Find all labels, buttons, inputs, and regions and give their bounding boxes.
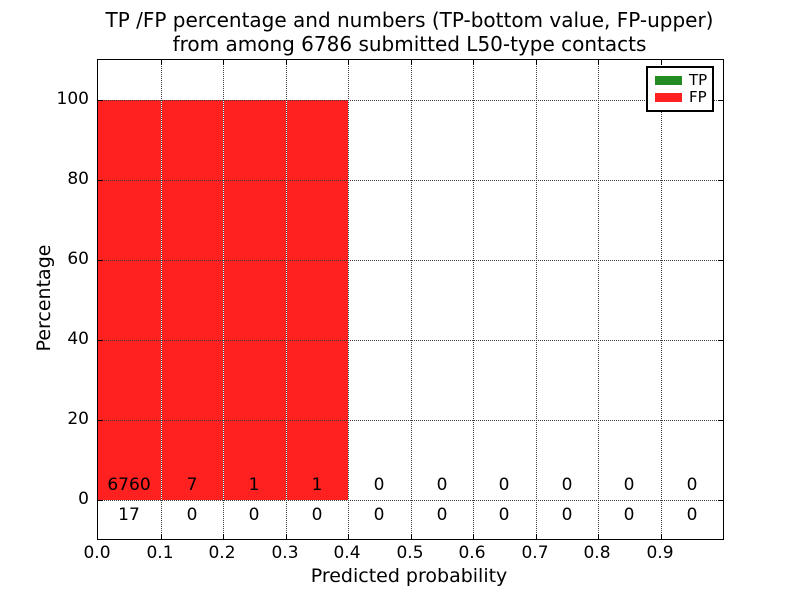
x-tick-bottom [598, 534, 599, 539]
x-tick-bottom [286, 534, 287, 539]
horizontal-gridline [98, 340, 723, 341]
tp-count-label: 17 [118, 505, 140, 525]
x-tick-top [661, 60, 662, 65]
fp-count-label: 0 [373, 475, 385, 495]
tp-count-label: 0 [686, 505, 698, 525]
y-tick-right [718, 260, 723, 261]
x-tick-top [348, 60, 349, 65]
horizontal-gridline [98, 180, 723, 181]
x-tick-label: 0.9 [646, 543, 674, 563]
fp-bar [223, 100, 286, 500]
x-tick-bottom [161, 534, 162, 539]
horizontal-gridline [98, 100, 723, 101]
x-tick-top [223, 60, 224, 65]
legend: TP FP [646, 66, 714, 112]
y-tick-right [718, 500, 723, 501]
horizontal-gridline [98, 420, 723, 421]
legend-entry-tp: TP [648, 70, 712, 89]
y-tick-label: 40 [67, 329, 89, 349]
tp-count-label: 0 [186, 505, 198, 525]
fp-bar [98, 100, 161, 500]
chart-title: TP /FP percentage and numbers (TP-bottom… [97, 8, 722, 56]
tp-count-label: 0 [248, 505, 260, 525]
vertical-gridline [661, 60, 662, 539]
x-tick-label: 0.6 [458, 543, 486, 563]
y-tick-label: 100 [56, 89, 89, 109]
fp-count-label: 0 [623, 475, 635, 495]
plot-area: TP FP 6760 17 7 0 1 0 1 0 0 0 0 0 0 0 0 0 0 0 0 0 [97, 59, 724, 540]
legend-entry-fp: FP [648, 90, 712, 105]
x-axis-label: Predicted probability [310, 565, 508, 587]
fp-count-label: 0 [436, 475, 448, 495]
y-tick-right [718, 180, 723, 181]
fp-count-label: 0 [686, 475, 698, 495]
legend-label-tp: TP [689, 70, 708, 89]
x-tick-label: 0.0 [83, 543, 111, 563]
tp-count-label: 0 [436, 505, 448, 525]
x-tick-bottom [661, 534, 662, 539]
chart-title-line2: from among 6786 submitted L50-type conta… [172, 32, 647, 56]
vertical-gridline [411, 60, 412, 539]
x-tick-top [536, 60, 537, 65]
y-tick-left [98, 180, 103, 181]
fp-count-label: 1 [248, 475, 260, 495]
y-tick-left [98, 340, 103, 341]
vertical-gridline [286, 60, 287, 539]
chart-title-line1: TP /FP percentage and numbers (TP-bottom… [105, 8, 714, 32]
horizontal-gridline [98, 500, 723, 501]
x-tick-bottom [223, 534, 224, 539]
x-tick-top [598, 60, 599, 65]
fp-legend-swatch-icon [655, 93, 682, 103]
tp-count-label: 0 [561, 505, 573, 525]
y-tick-label: 60 [67, 249, 89, 269]
x-tick-top [161, 60, 162, 65]
x-tick-bottom [473, 534, 474, 539]
x-tick-label: 0.2 [208, 543, 236, 563]
vertical-gridline [473, 60, 474, 539]
y-tick-right [718, 420, 723, 421]
fp-count-label: 1 [311, 475, 323, 495]
tp-count-label: 0 [498, 505, 510, 525]
x-tick-bottom [411, 534, 412, 539]
x-tick-label: 0.8 [583, 543, 611, 563]
x-tick-label: 0.7 [521, 543, 549, 563]
x-tick-top [286, 60, 287, 65]
tp-legend-swatch-icon [655, 75, 682, 85]
legend-label-fp: FP [689, 88, 707, 107]
y-tick-label: 80 [67, 169, 89, 189]
vertical-gridline [161, 60, 162, 539]
horizontal-gridline [98, 260, 723, 261]
x-tick-bottom [348, 534, 349, 539]
fp-count-label: 0 [498, 475, 510, 495]
tp-count-label: 0 [623, 505, 635, 525]
tp-count-label: 0 [311, 505, 323, 525]
vertical-gridline [223, 60, 224, 539]
fp-bar [161, 100, 223, 500]
fp-count-label: 0 [561, 475, 573, 495]
x-tick-top [411, 60, 412, 65]
y-tick-right [718, 100, 723, 101]
tp-count-label: 0 [373, 505, 385, 525]
x-tick-top [473, 60, 474, 65]
x-tick-label: 0.4 [333, 543, 361, 563]
y-tick-left [98, 100, 103, 101]
x-tick-bottom [536, 534, 537, 539]
fp-count-label: 7 [186, 475, 198, 495]
vertical-gridline [536, 60, 537, 539]
vertical-gridline [598, 60, 599, 539]
x-tick-label: 0.3 [271, 543, 299, 563]
y-tick-label: 20 [67, 409, 89, 429]
fp-count-label: 6760 [107, 475, 151, 495]
y-tick-left [98, 260, 103, 261]
vertical-gridline [348, 60, 349, 539]
y-tick-label: 0 [78, 489, 89, 509]
y-tick-right [718, 340, 723, 341]
y-tick-left [98, 420, 103, 421]
x-tick-label: 0.5 [396, 543, 424, 563]
y-tick-left [98, 500, 103, 501]
fp-bar [286, 100, 348, 500]
x-tick-label: 0.1 [146, 543, 174, 563]
